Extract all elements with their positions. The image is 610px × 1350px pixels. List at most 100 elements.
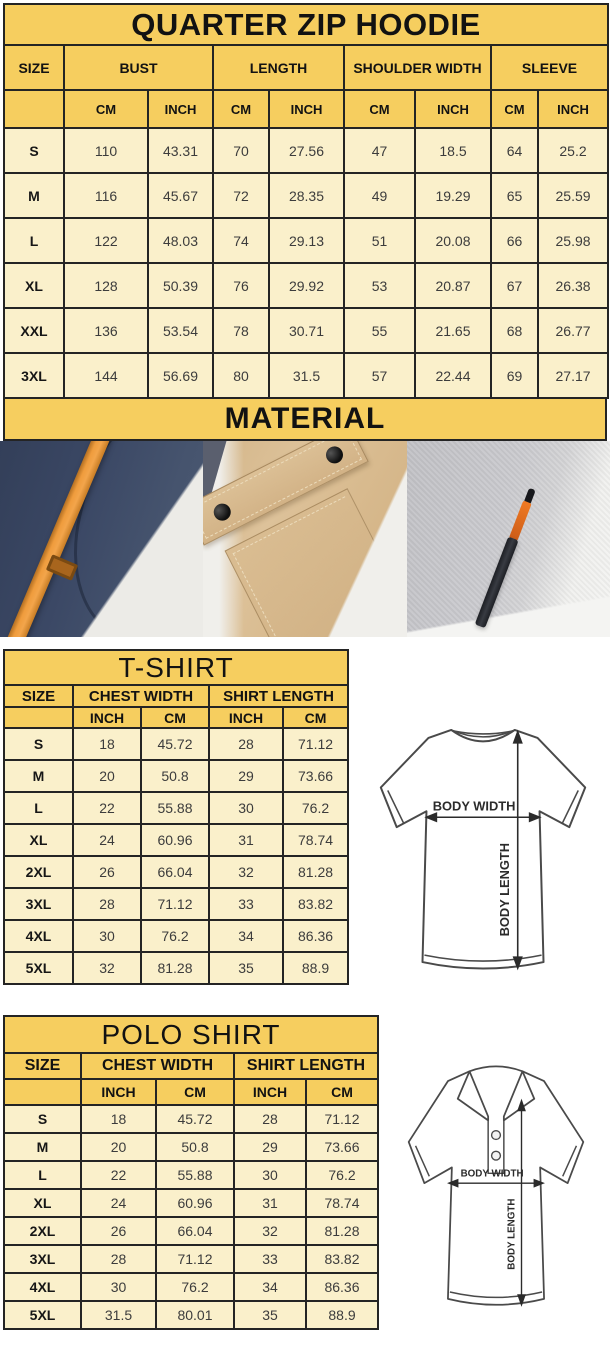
unit-cm: CM	[155, 1078, 235, 1106]
value-cell: 78.74	[305, 1188, 379, 1218]
value-cell: 32	[72, 951, 142, 985]
size-cell: XL	[3, 1188, 82, 1218]
value-cell: 72	[212, 172, 270, 219]
size-row-M: M 116 45.67 72 28.35 49 19.29 65 25.59	[3, 172, 610, 219]
value-cell: 50.8	[155, 1132, 235, 1162]
value-cell: 29	[233, 1132, 307, 1162]
value-cell: 28	[233, 1104, 307, 1134]
value-cell: 55	[343, 307, 416, 354]
value-cell: 116	[63, 172, 149, 219]
size-row-5XL: 5XL 32 81.28 35 88.9	[3, 951, 350, 985]
size-cell: 2XL	[3, 1216, 82, 1246]
value-cell: 76.2	[305, 1160, 379, 1190]
value-cell: 45.67	[147, 172, 214, 219]
value-cell: 28	[80, 1244, 157, 1274]
value-cell: 30	[72, 919, 142, 953]
arrowhead-top	[512, 729, 523, 744]
size-cell: S	[3, 1104, 82, 1134]
value-cell: 30	[233, 1160, 307, 1190]
tshirt-outline	[379, 728, 587, 970]
size-row-4XL: 4XL 30 76.2 34 86.36	[3, 1272, 379, 1302]
value-cell: 27.17	[536, 352, 610, 399]
size-cell: 5XL	[3, 1300, 82, 1330]
value-cell: 35	[208, 951, 284, 985]
hoodie-size-table: QUARTER ZIP HOODIE SIZE BUST LENGTH SHOU…	[2, 3, 610, 399]
value-cell: 71.12	[155, 1244, 235, 1274]
arrowhead-left	[447, 1178, 459, 1188]
size-row-M: M 20 50.8 29 73.66	[3, 1132, 379, 1162]
value-cell: 29	[208, 759, 284, 793]
value-cell: 30.71	[268, 307, 345, 354]
empty-corner-cell	[3, 1078, 82, 1106]
value-cell: 71.12	[140, 887, 210, 921]
polo-title-row: POLO SHIRT	[3, 1015, 379, 1054]
value-cell: 74	[212, 217, 270, 264]
value-cell: 55.88	[155, 1160, 235, 1190]
hem-stitch	[449, 1291, 543, 1299]
size-cell: S	[3, 727, 74, 761]
value-cell: 73.66	[281, 759, 350, 793]
value-cell: 64	[490, 127, 539, 174]
size-cell: 5XL	[3, 951, 74, 985]
value-cell: 67	[490, 262, 539, 309]
size-cell: 3XL	[3, 887, 74, 921]
value-cell: 22	[80, 1160, 157, 1190]
unit-inch: INCH	[72, 706, 142, 729]
arrowhead-bottom	[512, 956, 523, 971]
value-cell: 66.04	[140, 855, 210, 889]
material-heading-band: MATERIAL	[3, 399, 607, 441]
value-cell: 53	[343, 262, 416, 309]
value-cell: 28.35	[268, 172, 345, 219]
value-cell: 136	[63, 307, 149, 354]
header-shoulder-width: SHOULDER WIDTH	[343, 44, 492, 91]
unit-inch: INCH	[147, 89, 214, 129]
size-cell: M	[3, 1132, 82, 1162]
unit-cm: CM	[140, 706, 210, 729]
size-row-4XL: 4XL 30 76.2 34 86.36	[3, 919, 350, 953]
value-cell: 19.29	[414, 172, 492, 219]
value-cell: 25.59	[536, 172, 610, 219]
unit-cm: CM	[63, 89, 149, 129]
value-cell: 28	[72, 887, 142, 921]
value-cell: 71.12	[305, 1104, 379, 1134]
body-length-label: BODY LENGTH	[507, 1199, 518, 1270]
sleeve-cuff-stitch	[387, 790, 405, 824]
tshirt-unit-row: INCH CM INCH CM	[3, 706, 350, 729]
value-cell: 31	[208, 823, 284, 857]
size-row-M: M 20 50.8 29 73.66	[3, 759, 350, 793]
value-cell: 32	[233, 1216, 307, 1246]
value-cell: 34	[208, 919, 284, 953]
value-cell: 60.96	[140, 823, 210, 857]
background-corner	[203, 441, 407, 637]
value-cell: 70	[212, 127, 270, 174]
value-cell: 71.12	[281, 727, 350, 761]
polo-measurement-diagram: BODY WIDTH BODY LENGTH	[407, 1065, 585, 1307]
collar-ribbing	[453, 730, 513, 735]
polo-size-table: POLO SHIRT SIZE CHEST WIDTH SHIRT LENGTH…	[3, 1015, 379, 1330]
size-cell: 3XL	[3, 352, 65, 399]
size-row-L: L 22 55.88 30 76.2	[3, 1160, 379, 1190]
value-cell: 144	[63, 352, 149, 399]
value-cell: 66	[490, 217, 539, 264]
material-photo-gray-zipper	[406, 441, 610, 637]
value-cell: 24	[80, 1188, 157, 1218]
value-cell: 50.39	[147, 262, 214, 309]
hoodie-title-row: QUARTER ZIP HOODIE	[2, 3, 610, 46]
header-size: SIZE	[3, 44, 65, 91]
polo-group-header-row: SIZE CHEST WIDTH SHIRT LENGTH	[3, 1052, 379, 1080]
value-cell: 45.72	[155, 1104, 235, 1134]
value-cell: 26	[80, 1216, 157, 1246]
value-cell: 55.88	[140, 791, 210, 825]
unit-inch: INCH	[80, 1078, 157, 1106]
value-cell: 22	[72, 791, 142, 825]
value-cell: 73.66	[305, 1132, 379, 1162]
value-cell: 27.56	[268, 127, 345, 174]
value-cell: 26.77	[536, 307, 610, 354]
header-chest-width: CHEST WIDTH	[80, 1052, 235, 1080]
unit-cm: CM	[490, 89, 539, 129]
unit-inch: INCH	[268, 89, 345, 129]
header-size: SIZE	[3, 1052, 82, 1080]
value-cell: 60.96	[155, 1188, 235, 1218]
header-sleeve: SLEEVE	[489, 44, 610, 91]
value-cell: 76.2	[155, 1272, 235, 1302]
